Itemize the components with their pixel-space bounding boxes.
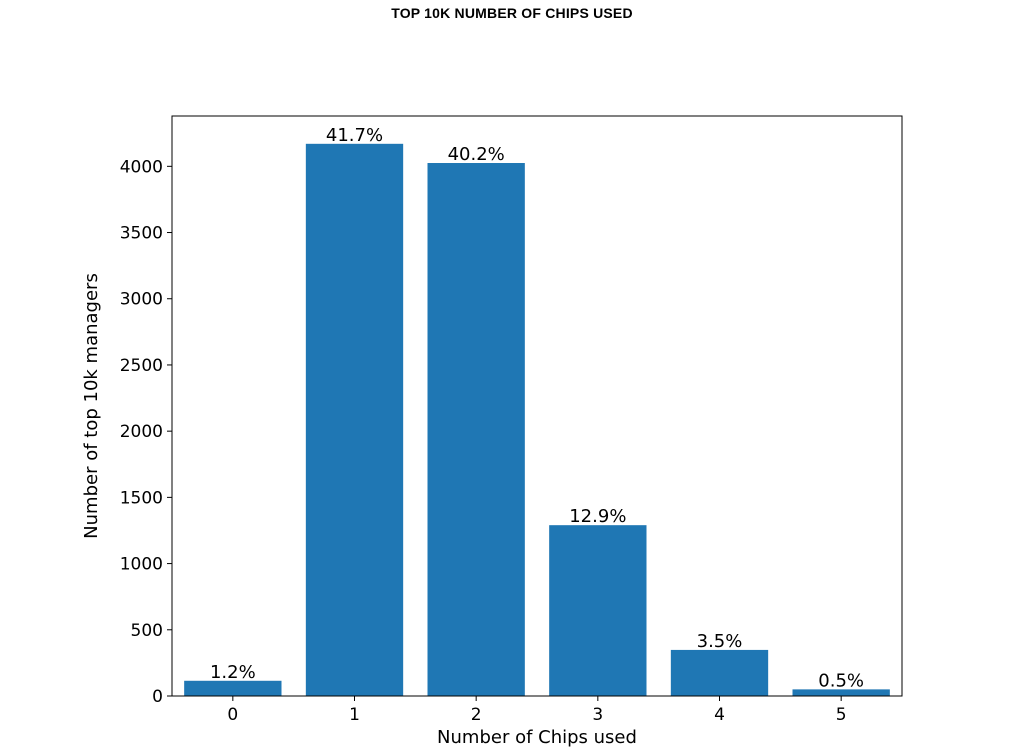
x-axis-title: Number of Chips used <box>437 727 637 747</box>
data-label: 0.5% <box>818 670 864 691</box>
data-label: 40.2% <box>448 144 505 165</box>
y-tick-label: 4000 <box>120 157 163 177</box>
bars-layer <box>184 143 890 696</box>
y-tick-label: 3500 <box>120 224 163 244</box>
x-tick-label: 0 <box>227 705 238 725</box>
y-tick-label: 500 <box>131 621 163 641</box>
y-tick-label: 2500 <box>120 356 163 376</box>
x-tick-label: 1 <box>349 705 360 725</box>
x-tick-label: 3 <box>592 705 603 725</box>
y-tick-label: 1000 <box>120 555 163 575</box>
data-label: 1.2% <box>210 662 256 683</box>
y-tick-label: 0 <box>152 687 163 707</box>
data-labels: 1.2% 41.7% 40.2% 12.9% 3.5% 0.5% <box>210 125 864 692</box>
x-tick-label: 5 <box>836 705 847 725</box>
data-label: 3.5% <box>697 631 743 652</box>
bar-0 <box>184 680 282 696</box>
y-tick-label: 1500 <box>120 488 163 508</box>
data-label: 12.9% <box>569 506 626 527</box>
y-axis-title: Number of top 10k managers <box>81 273 102 539</box>
data-label: 41.7% <box>326 125 383 146</box>
y-axis: 0 500 1000 1500 2000 2500 3000 3500 4000 <box>120 157 172 707</box>
x-tick-label: 2 <box>471 705 482 725</box>
bar-2 <box>427 163 525 696</box>
y-tick-label: 3000 <box>120 290 163 310</box>
y-tick-label: 2000 <box>120 422 163 442</box>
x-axis: 0 1 2 3 4 5 <box>227 696 847 725</box>
bar-1 <box>305 143 404 696</box>
bar-4 <box>670 649 769 696</box>
plot-frame <box>171 115 903 697</box>
bar-5 <box>792 689 890 696</box>
page-title: TOP 10K NUMBER OF CHIPS USED <box>391 5 633 21</box>
x-tick-label: 4 <box>714 705 725 725</box>
bar-3 <box>549 525 647 696</box>
